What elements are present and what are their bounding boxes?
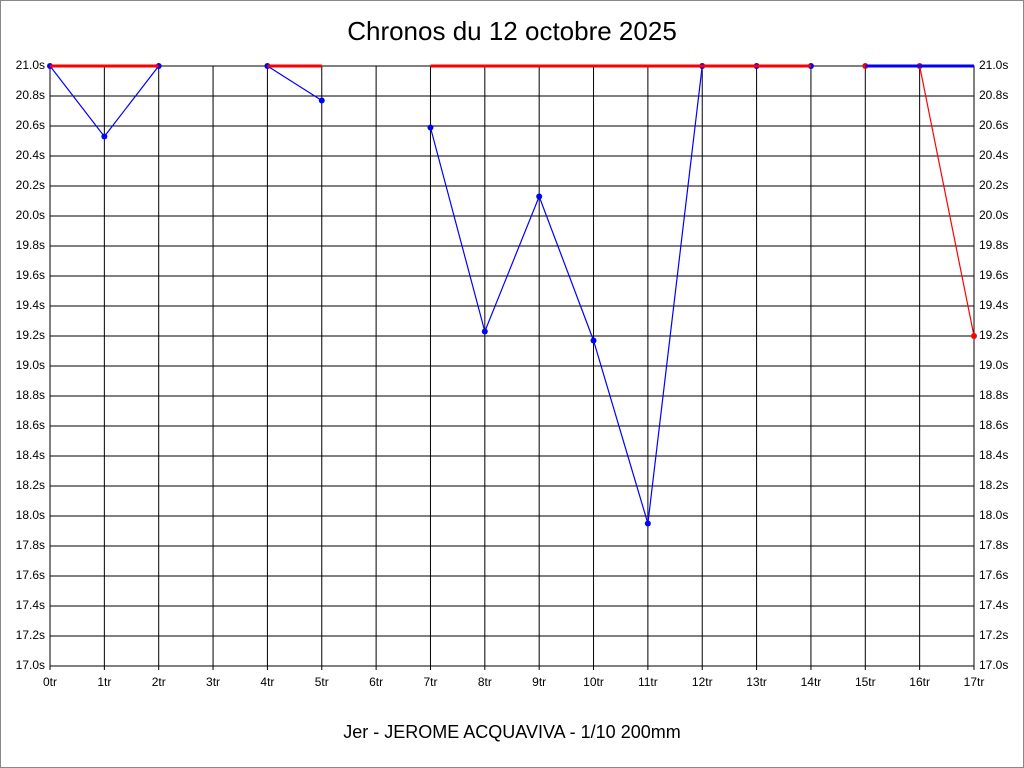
x-tick-label: 10tr xyxy=(583,675,604,689)
point xyxy=(481,328,488,335)
y-tick-label-right: 20.6s xyxy=(979,118,1008,132)
y-tick-label: 19.2s xyxy=(16,328,45,342)
x-tick-label: 14tr xyxy=(801,675,822,689)
y-tick-label: 19.8s xyxy=(16,238,45,252)
y-tick-label: 18.0s xyxy=(16,508,45,522)
y-tick-label-right: 18.4s xyxy=(979,448,1008,462)
x-axis-label: Jer - JEROME ACQUAVIVA - 1/10 200mm xyxy=(343,722,680,742)
y-tick-label-right: 18.0s xyxy=(979,508,1008,522)
x-tick-label: 4tr xyxy=(260,675,274,689)
y-tick-label: 18.8s xyxy=(16,388,45,402)
x-tick-label: 7tr xyxy=(423,675,437,689)
x-tick-label: 9tr xyxy=(532,675,546,689)
y-tick-label: 17.0s xyxy=(16,658,45,672)
y-tick-label: 18.6s xyxy=(16,418,45,432)
x-tick-label: 8tr xyxy=(478,675,492,689)
x-tick-label: 15tr xyxy=(855,675,876,689)
x-tick-label: 2tr xyxy=(152,675,166,689)
point xyxy=(318,97,325,104)
y-tick-label-right: 17.2s xyxy=(979,628,1008,642)
y-tick-label: 21.0s xyxy=(16,58,45,72)
y-tick-label-right: 19.4s xyxy=(979,298,1008,312)
y-tick-label: 19.4s xyxy=(16,298,45,312)
y-tick-label: 19.0s xyxy=(16,358,45,372)
y-tick-label: 18.4s xyxy=(16,448,45,462)
y-tick-label: 20.2s xyxy=(16,178,45,192)
y-tick-label-right: 18.2s xyxy=(979,478,1008,492)
y-tick-label: 20.0s xyxy=(16,208,45,222)
y-tick-label-right: 17.6s xyxy=(979,568,1008,582)
y-tick-label-right: 17.8s xyxy=(979,538,1008,552)
point xyxy=(590,337,597,344)
y-tick-label-right: 18.6s xyxy=(979,418,1008,432)
point xyxy=(644,520,651,527)
point xyxy=(101,133,108,140)
y-tick-label: 17.2s xyxy=(16,628,45,642)
x-tick-label: 5tr xyxy=(315,675,329,689)
y-tick-label: 17.4s xyxy=(16,598,45,612)
y-tick-label-right: 20.2s xyxy=(979,178,1008,192)
y-tick-label-right: 19.6s xyxy=(979,268,1008,282)
x-tick-label: 11tr xyxy=(638,675,658,689)
point xyxy=(536,193,543,200)
y-tick-label: 19.6s xyxy=(16,268,45,282)
y-tick-label: 20.8s xyxy=(16,88,45,102)
x-tick-label: 1tr xyxy=(97,675,111,689)
x-tick-label: 13tr xyxy=(746,675,767,689)
point xyxy=(971,333,977,339)
y-tick-label: 20.4s xyxy=(16,148,45,162)
y-tick-label-right: 21.0s xyxy=(979,58,1008,72)
y-tick-label-right: 19.0s xyxy=(979,358,1008,372)
x-tick-label: 16tr xyxy=(909,675,930,689)
x-tick-label: 12tr xyxy=(692,675,713,689)
y-tick-label-right: 17.4s xyxy=(979,598,1008,612)
y-tick-label: 20.6s xyxy=(16,118,45,132)
y-tick-label-right: 19.2s xyxy=(979,328,1008,342)
y-tick-label-right: 17.0s xyxy=(979,658,1008,672)
x-tick-label: 17tr xyxy=(964,675,985,689)
y-tick-label: 18.2s xyxy=(16,478,45,492)
y-tick-label-right: 20.0s xyxy=(979,208,1008,222)
y-tick-label-right: 19.8s xyxy=(979,238,1008,252)
x-tick-label: 3tr xyxy=(206,675,220,689)
y-tick-label: 17.8s xyxy=(16,538,45,552)
y-tick-label-right: 20.4s xyxy=(979,148,1008,162)
y-tick-label: 17.6s xyxy=(16,568,45,582)
x-tick-label: 0tr xyxy=(43,675,57,689)
y-tick-label-right: 20.8s xyxy=(979,88,1008,102)
y-tick-label-right: 18.8s xyxy=(979,388,1008,402)
x-tick-label: 6tr xyxy=(369,675,383,689)
chart-title: Chronos du 12 octobre 2025 xyxy=(347,16,677,46)
point xyxy=(427,124,434,131)
